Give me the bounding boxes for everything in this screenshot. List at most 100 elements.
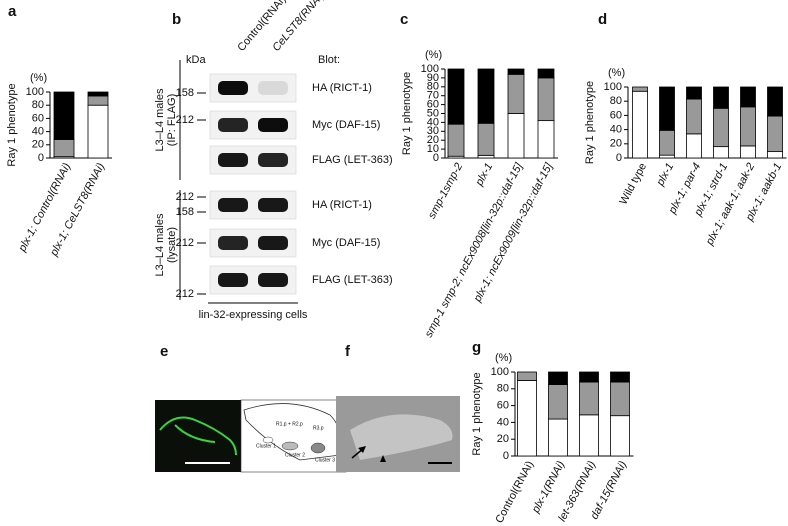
bar-segment <box>517 371 537 381</box>
y-tick-label: 40 <box>32 126 44 138</box>
y-axis-label: Ray 1 phenotype <box>471 372 483 455</box>
bar-segment <box>610 371 630 383</box>
y-tick-label: 80 <box>610 95 622 107</box>
blot-band <box>218 81 248 95</box>
group-label: L3–L4 males <box>154 213 166 276</box>
y-tick-label: 30 <box>427 125 439 137</box>
x-tick-label: smp-1smp-2 <box>426 161 465 221</box>
y-axis-unit: (%) <box>608 67 625 79</box>
bar-segment <box>477 154 495 159</box>
bar-segment <box>53 91 75 140</box>
marker-label: 158 <box>176 206 194 218</box>
y-tick-label: 80 <box>497 383 509 395</box>
schematic <box>240 399 347 473</box>
fluorescence-image <box>155 400 241 472</box>
group-label: L3–L4 males <box>154 88 166 151</box>
blot-band <box>258 273 288 287</box>
bar-segment <box>632 90 648 159</box>
schematic-label: Cluster 1 <box>256 443 276 449</box>
y-tick-label: 0 <box>616 152 622 164</box>
y-tick-label: 40 <box>610 124 622 136</box>
y-axis-unit: (%) <box>495 352 512 364</box>
schematic-label: Cluster 2 <box>285 452 305 458</box>
blot-row-label: Myc (DAF-15) <box>312 237 380 249</box>
y-tick-label: 60 <box>497 400 509 412</box>
y-axis-label: Ray 1 phenotype <box>584 81 596 164</box>
schematic-label: R1.p + R2.p <box>276 421 303 427</box>
blot-band <box>218 118 248 132</box>
y-tick-label: 10 <box>427 143 439 155</box>
bar-segment <box>517 379 537 457</box>
bar-segment <box>477 68 495 124</box>
bar-segment <box>713 86 729 109</box>
bar-segment <box>659 129 675 156</box>
bar-segment <box>740 86 756 108</box>
bar-segment <box>87 95 109 106</box>
y-axis-label: Ray 1 phenotype <box>6 83 18 166</box>
y-tick-label: 60 <box>32 112 44 124</box>
schematic-label: R3.p <box>313 425 324 431</box>
marker-label: 212 <box>176 114 194 126</box>
blot-band <box>218 198 248 212</box>
y-tick-label: 20 <box>32 139 44 151</box>
blot-footer: lin-32-expressing cells <box>199 309 308 321</box>
y-tick-label: 80 <box>427 81 439 93</box>
bar-segment <box>659 154 675 159</box>
bar-segment <box>686 86 702 100</box>
bar-segment <box>548 384 568 420</box>
bar-segment <box>579 371 599 383</box>
y-tick-label: 0 <box>38 152 44 164</box>
blot-band <box>258 153 288 167</box>
schematic-label: Cluster 3 <box>315 457 335 463</box>
bar-segment <box>507 113 525 159</box>
y-tick-label: 60 <box>427 99 439 111</box>
panel-letter: a <box>8 3 17 20</box>
blot-band <box>218 153 248 167</box>
x-tick-label: plx-1 <box>473 161 495 189</box>
marker-label: 212 <box>176 191 194 203</box>
bar-segment <box>610 381 630 417</box>
x-tick-label: plx-1; aak-1; aak-2 <box>703 161 757 248</box>
bar-segment <box>507 68 525 75</box>
bar-segment <box>53 139 75 158</box>
y-tick-label: 90 <box>427 72 439 84</box>
y-tick-label: 100 <box>26 86 44 98</box>
y-axis-label: Ray 1 phenotype <box>401 72 413 155</box>
y-tick-label: 0 <box>503 450 509 462</box>
marker-label: 212 <box>176 237 194 249</box>
y-tick-label: 40 <box>497 416 509 428</box>
bar-segment <box>659 86 675 131</box>
y-axis-unit: (%) <box>30 72 47 84</box>
x-tick-label: plx-1 <box>654 161 676 189</box>
arrowhead-marker <box>380 455 386 462</box>
schematic-cell <box>262 436 274 444</box>
bar-segment <box>477 122 495 156</box>
bar-segment <box>740 145 756 159</box>
bar-segment <box>686 133 702 159</box>
bar-segment <box>686 98 702 135</box>
bar-segment <box>447 68 465 125</box>
bar-segment <box>713 107 729 148</box>
bar-segment <box>610 415 630 457</box>
bar-segment <box>548 418 568 457</box>
x-tick-label: Wild type <box>617 161 649 207</box>
y-tick-label: 100 <box>421 63 439 75</box>
y-tick-label: 100 <box>491 366 509 378</box>
y-tick-label: 80 <box>32 99 44 111</box>
marker-label: 212 <box>176 288 194 300</box>
y-tick-label: 20 <box>427 134 439 146</box>
blot-band <box>218 236 248 250</box>
bar-segment <box>548 371 568 386</box>
y-tick-label: 0 <box>433 152 439 164</box>
bar-segment <box>87 104 109 159</box>
bar-segment <box>537 120 555 159</box>
blot-band <box>218 273 248 287</box>
bar-segment <box>507 73 525 114</box>
bar-segment <box>87 91 109 97</box>
blot-row-label: HA (RICT-1) <box>312 82 372 94</box>
bar-segment <box>537 77 555 122</box>
panel-letter: d <box>598 11 607 28</box>
y-tick-label: 20 <box>610 138 622 150</box>
bar-segment <box>579 381 599 416</box>
